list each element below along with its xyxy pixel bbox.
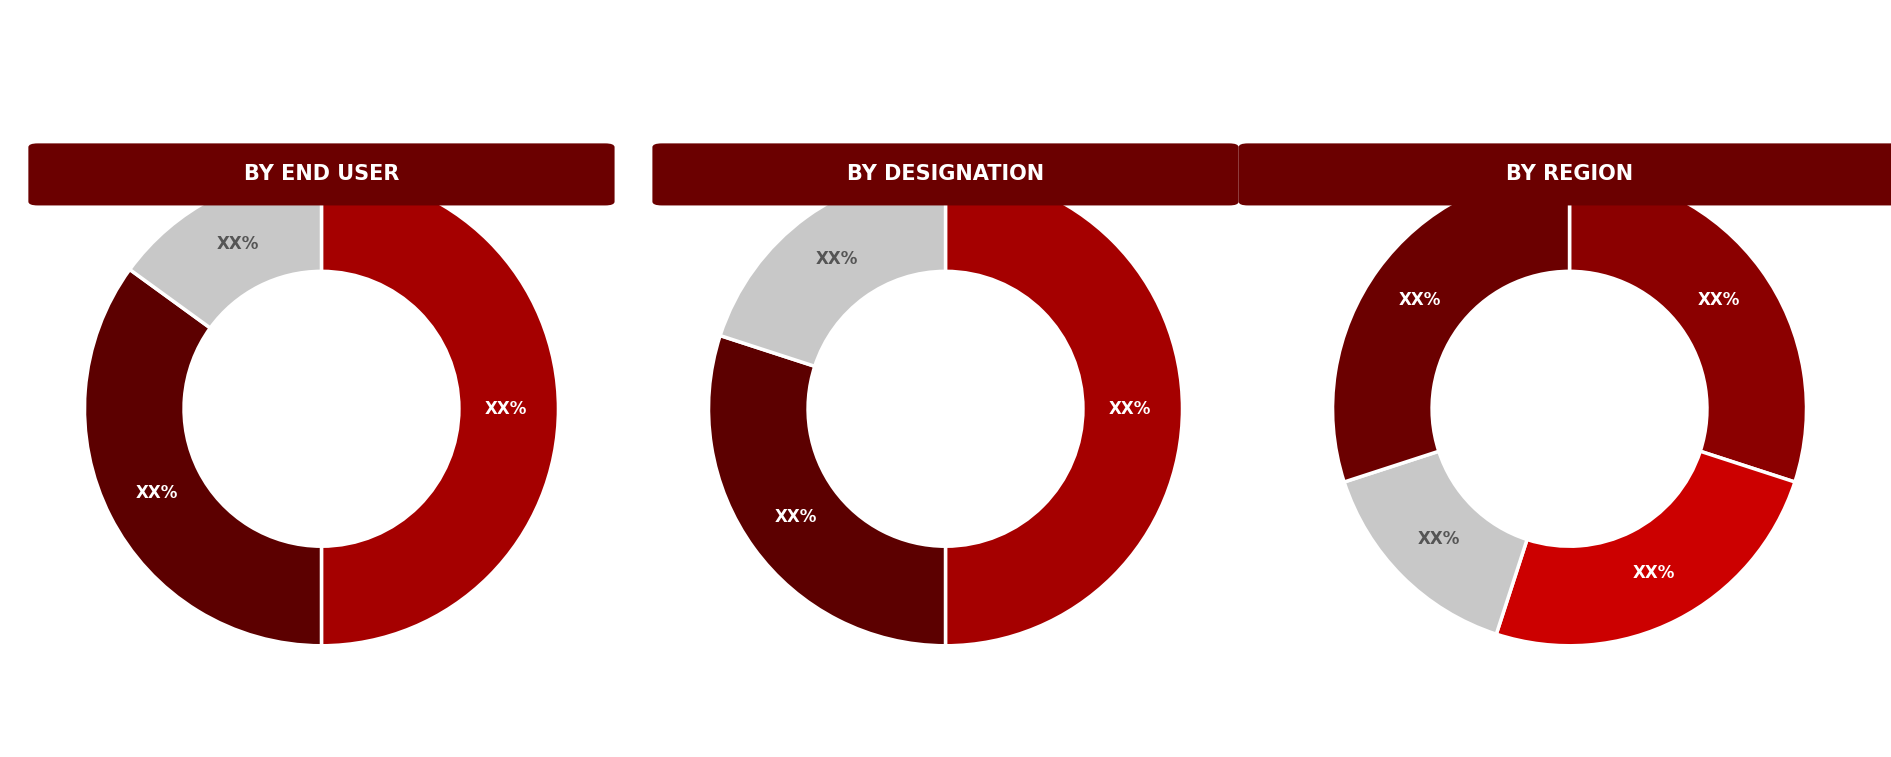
Text: XX%: XX% bbox=[1698, 291, 1740, 309]
Wedge shape bbox=[321, 172, 558, 646]
Text: XX%: XX% bbox=[1399, 291, 1441, 309]
Text: XX%: XX% bbox=[216, 235, 259, 253]
Wedge shape bbox=[709, 335, 946, 646]
Wedge shape bbox=[1345, 451, 1528, 634]
Wedge shape bbox=[1496, 451, 1795, 646]
Wedge shape bbox=[1333, 172, 1570, 482]
Text: XX%: XX% bbox=[486, 400, 528, 418]
Text: XX%: XX% bbox=[775, 509, 817, 526]
Wedge shape bbox=[946, 172, 1182, 646]
Text: BY REGION: BY REGION bbox=[1505, 164, 1634, 185]
Text: XX%: XX% bbox=[1632, 565, 1675, 582]
Wedge shape bbox=[85, 269, 321, 646]
Text: XX%: XX% bbox=[1418, 531, 1460, 549]
Text: XX%: XX% bbox=[1110, 400, 1152, 418]
Text: XX%: XX% bbox=[136, 484, 178, 502]
Text: BY END USER: BY END USER bbox=[244, 164, 399, 185]
Wedge shape bbox=[1570, 172, 1806, 482]
Wedge shape bbox=[130, 172, 321, 328]
Wedge shape bbox=[720, 172, 946, 366]
Text: BY DESIGNATION: BY DESIGNATION bbox=[847, 164, 1044, 185]
Text: XX%: XX% bbox=[815, 251, 859, 268]
